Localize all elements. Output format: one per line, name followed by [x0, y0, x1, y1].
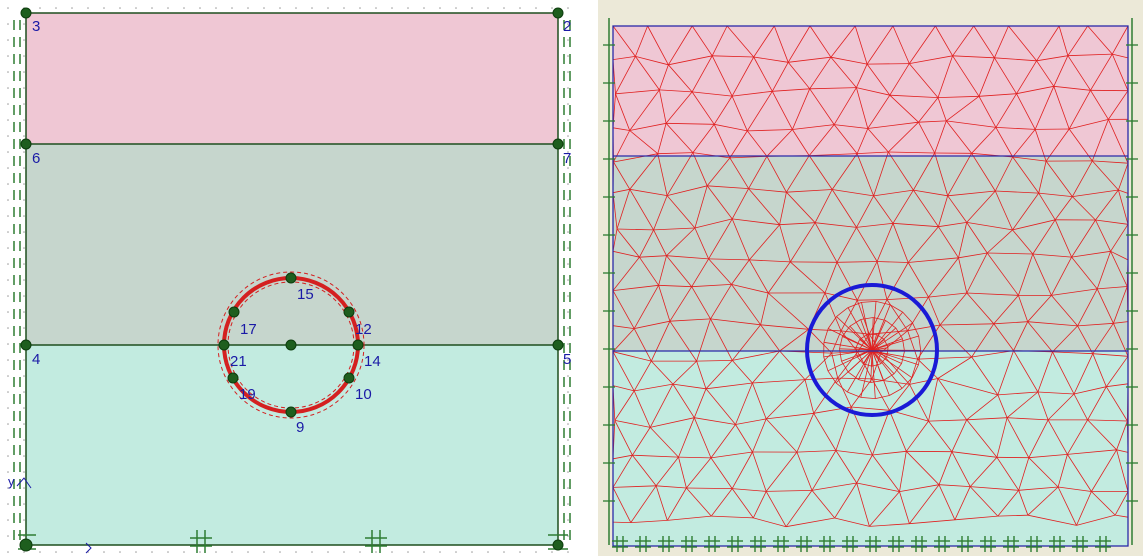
- node-bottom-left[interactable]: [19, 538, 33, 552]
- node-3[interactable]: [20, 7, 32, 19]
- mesh-tunnel-lining[interactable]: [805, 283, 939, 417]
- node-2[interactable]: [552, 7, 564, 19]
- node-4[interactable]: [20, 339, 32, 351]
- label-21: 21: [230, 353, 247, 370]
- label-14: 14: [364, 353, 381, 370]
- node-7[interactable]: [552, 138, 564, 150]
- mesh-middle-layer: [613, 156, 1128, 351]
- mesh-bottom-fixity-markers: [603, 44, 1138, 552]
- geometry-nodes: [19, 7, 564, 552]
- label-9: 9: [296, 419, 304, 436]
- node-17[interactable]: [228, 306, 240, 318]
- node-6[interactable]: [20, 138, 32, 150]
- label-3: 3: [32, 18, 40, 35]
- label-15: 15: [297, 286, 314, 303]
- label-5: 5: [563, 351, 571, 368]
- middle-layer[interactable]: [26, 144, 558, 345]
- horizontal-fixity-markers: [13, 20, 571, 545]
- lower-layer[interactable]: [26, 345, 558, 545]
- mesh-canvas[interactable]: [598, 0, 1143, 556]
- mesh-fixity-markers: [608, 18, 1133, 545]
- bottom-fixity-markers: [18, 530, 568, 553]
- label-6: 6: [32, 150, 40, 167]
- node-9[interactable]: [285, 406, 297, 418]
- node-14[interactable]: [352, 339, 364, 351]
- label-7: 7: [563, 150, 571, 167]
- node-19[interactable]: [227, 372, 239, 384]
- label-4: 4: [32, 351, 40, 368]
- label-19: 19: [239, 386, 256, 403]
- axis-x-arrow-icon: [85, 542, 92, 554]
- label-10: 10: [355, 386, 372, 403]
- point-labels: 3 2 6 7 4 5 15 17 12 21 14 19 10 9: [32, 18, 571, 436]
- node-12[interactable]: [343, 306, 355, 318]
- geometry-panel[interactable]: 3 2 6 7 4 5 15 17 12 21 14 19 10 9 y: [0, 0, 580, 556]
- node-10[interactable]: [343, 372, 355, 384]
- geometry-canvas[interactable]: 3 2 6 7 4 5 15 17 12 21 14 19 10 9 y: [0, 0, 580, 556]
- mesh-lower-layer: [613, 351, 1128, 546]
- node-5[interactable]: [552, 339, 564, 351]
- mesh-panel[interactable]: [598, 0, 1143, 556]
- upper-layer[interactable]: [26, 13, 558, 144]
- tunnel-interface-outline: [217, 271, 365, 419]
- label-12: 12: [355, 321, 372, 338]
- node-bottom-right[interactable]: [552, 539, 564, 551]
- label-17: 17: [240, 321, 257, 338]
- label-2: 2: [563, 18, 571, 35]
- axis-y-arrow-icon: [16, 477, 32, 489]
- axis-y-label: y: [8, 474, 15, 489]
- node-center[interactable]: [285, 339, 297, 351]
- node-15[interactable]: [285, 272, 297, 284]
- node-21[interactable]: [218, 339, 230, 351]
